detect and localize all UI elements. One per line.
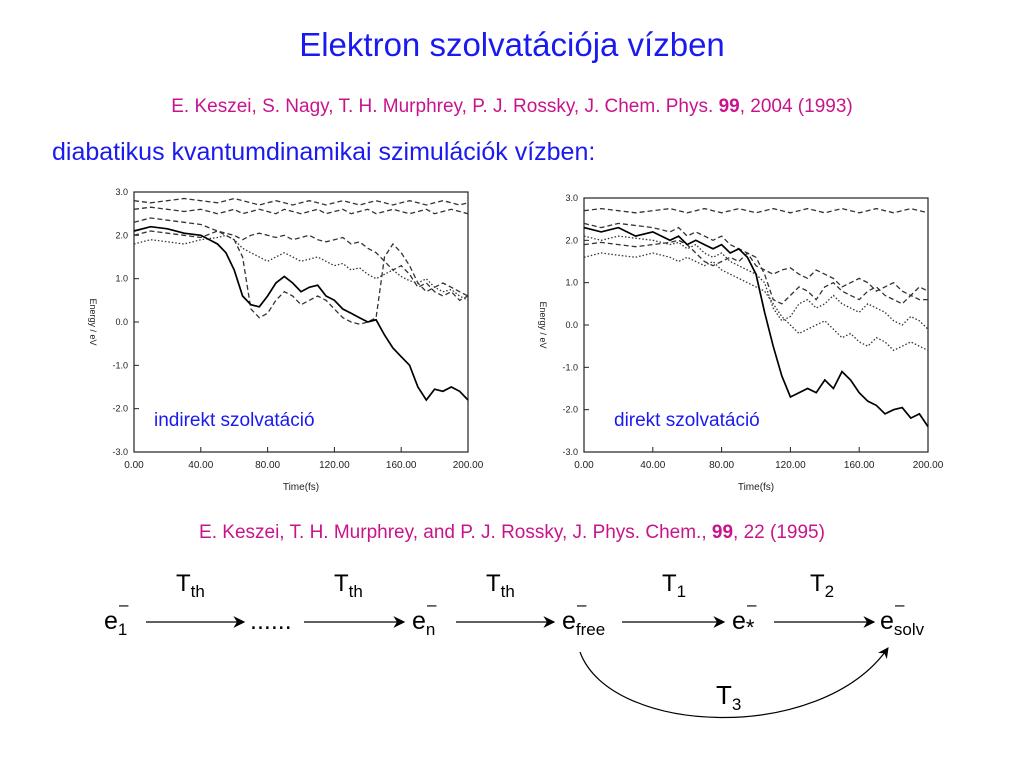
slide-subtitle: diabatikus kvantumdinamikai szimulációk … (52, 138, 596, 166)
rate-label-t2: T2 (810, 570, 834, 602)
species-ellipsis: ...... (250, 607, 292, 635)
species-e1: e – 1 (104, 595, 128, 640)
rate-symbol: T (810, 570, 825, 597)
species-charge: – (119, 595, 129, 614)
rate-label-th-3: Tth (486, 570, 515, 602)
y-axis-label: Energy / eV (88, 298, 98, 345)
ground-state-line (583, 226, 929, 428)
species-charge: – (747, 595, 757, 614)
arrow-t3-curve (579, 647, 889, 719)
species-esolv: e – solv (880, 595, 925, 640)
x-tick-label: 40.00 (188, 460, 213, 471)
reference-2-rest: , 22 (1995) (733, 522, 825, 543)
ground-state-line (133, 225, 469, 402)
excited-state-line (133, 230, 469, 302)
reference-1-volume: 99 (718, 96, 740, 117)
scheme-arrows (146, 616, 889, 719)
rate-subscript: th (500, 581, 515, 601)
excited-state-line (583, 207, 929, 214)
y-tick-label: 0.0 (565, 320, 578, 330)
direct-solvation-figure: 3.0 2.0 1.0 0.0 -1.0 -2.0 -3.0 0.00 40.00 80.00 12… (528, 180, 968, 502)
indirect-solvation-label: indirekt szolvatáció (154, 410, 315, 431)
excited-state-line (133, 217, 469, 325)
excited-state-line (133, 206, 469, 215)
species-efree: e – free (562, 595, 606, 640)
rate-symbol: T (716, 680, 732, 710)
y-axis-label: Energy / eV (538, 301, 548, 348)
y-tick-label: -2.0 (112, 404, 128, 414)
excited-state-line (133, 197, 469, 206)
rate-label-th-1: Tth (176, 570, 205, 602)
species-symbol: e (412, 607, 426, 635)
species-charge: – (577, 595, 587, 614)
direct-solvation-label: direkt szolvatáció (614, 410, 760, 431)
rate-label-th-2: Tth (334, 570, 363, 602)
x-tick-label: 120.00 (775, 460, 806, 471)
x-tick-label: 200.00 (913, 460, 944, 471)
species-en: e – n (412, 595, 436, 640)
species-symbol: e (104, 607, 118, 635)
species-symbol: e (562, 607, 576, 635)
y-tick-label: -2.0 (562, 405, 578, 415)
x-axis-label: Time(fs) (738, 482, 774, 493)
species-charge: – (427, 595, 437, 614)
species-subscript: solv (893, 620, 925, 639)
rate-symbol: T (334, 570, 349, 597)
y-tick-label: 3.0 (115, 187, 128, 197)
y-tick-label: 2.0 (115, 230, 128, 240)
reference-1: E. Keszei, S. Nagy, T. H. Murphrey, P. J… (0, 96, 1024, 118)
species-subscript: 1 (117, 620, 128, 639)
slide-title: Elektron szolvatációja vízben (299, 26, 725, 63)
reference-1-authors: E. Keszei, S. Nagy, T. H. Murphrey, P. J… (171, 96, 719, 117)
excited-state-line (583, 239, 929, 297)
reference-1-rest: , 2004 (1993) (739, 96, 853, 117)
reference-2: E. Keszei, T. H. Murphrey, and P. J. Ros… (0, 522, 1024, 544)
rate-symbol: T (662, 570, 677, 597)
excited-state-line (583, 252, 929, 352)
y-tick-label: 1.0 (115, 274, 128, 284)
rate-subscript: th (190, 581, 205, 601)
rate-subscript: 2 (824, 581, 835, 601)
direct-solvation-chart: 3.0 2.0 1.0 0.0 -1.0 -2.0 -3.0 0.00 40.00 80.00 12… (538, 193, 944, 493)
rate-label-t3: T3 (716, 680, 741, 715)
species-subscript: free (575, 620, 606, 639)
rate-label-t1: T1 (662, 570, 686, 602)
y-tick-label: 0.0 (115, 317, 128, 327)
x-tick-label: 0.00 (124, 460, 144, 471)
rate-subscript: 3 (731, 695, 742, 715)
indirect-solvation-figure: 3.0 2.0 1.0 0.0 -1.0 -2.0 -3.0 0.00 40.00 80.00 12… (78, 180, 498, 502)
rate-subscript: 1 (676, 581, 687, 601)
excited-state-line (583, 235, 929, 330)
species-subscript: * (745, 615, 755, 640)
x-axis-label: Time(fs) (283, 482, 319, 493)
y-tick-label: -1.0 (562, 362, 578, 372)
x-tick-label: 80.00 (709, 460, 734, 471)
y-tick-label: -1.0 (112, 360, 128, 370)
species-symbol: e (880, 607, 894, 635)
reference-2-volume: 99 (711, 522, 734, 543)
reference-2-authors: E. Keszei, T. H. Murphrey, and P. J. Ros… (199, 522, 712, 543)
species-estar: e – * (732, 595, 756, 641)
excited-state-line (583, 222, 928, 305)
x-tick-label: 80.00 (255, 460, 280, 471)
y-tick-label: -3.0 (112, 447, 128, 457)
excited-state-line (133, 234, 469, 301)
indirect-solvation-chart: 3.0 2.0 1.0 0.0 -1.0 -2.0 -3.0 0.00 40.00 80.00 12… (88, 187, 484, 493)
y-tick-label: 2.0 (565, 235, 578, 245)
y-tick-label: 3.0 (565, 193, 578, 203)
species-subscript: n (425, 620, 436, 639)
x-tick-label: 120.00 (319, 460, 350, 471)
x-tick-label: 160.00 (386, 460, 417, 471)
y-tick-label: -3.0 (562, 447, 578, 457)
x-tick-label: 40.00 (640, 460, 665, 471)
x-tick-label: 200.00 (453, 460, 484, 471)
rate-subscript: th (348, 581, 363, 601)
species-charge: – (895, 595, 905, 614)
x-tick-label: 160.00 (844, 460, 875, 471)
rate-symbol: T (176, 570, 191, 597)
species-symbol: e (732, 607, 746, 635)
y-tick-label: 1.0 (565, 278, 578, 288)
x-tick-label: 0.00 (574, 460, 594, 471)
rate-symbol: T (486, 570, 501, 597)
